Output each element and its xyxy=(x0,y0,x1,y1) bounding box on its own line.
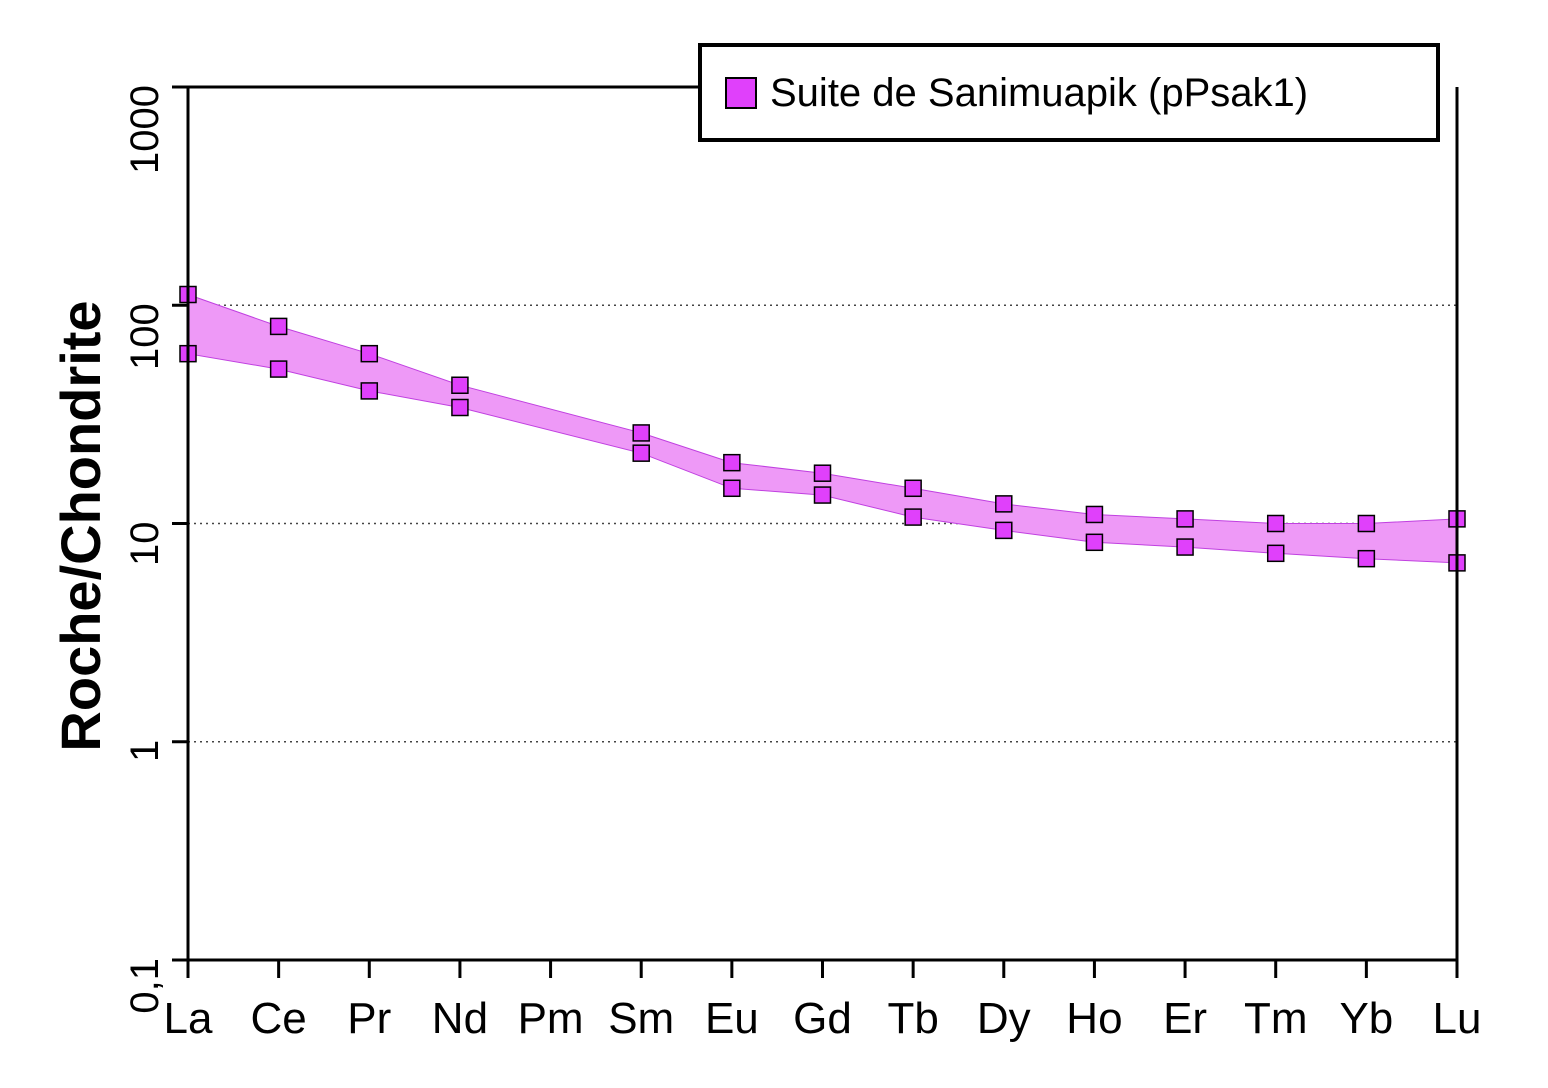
x-tick-label: Eu xyxy=(705,994,759,1043)
data-point xyxy=(360,382,379,400)
x-tick-label: Sm xyxy=(608,994,674,1043)
data-point xyxy=(360,344,379,363)
x-tick-label: Ce xyxy=(251,994,307,1043)
y-tick-label: 10 xyxy=(123,522,167,567)
data-point xyxy=(269,317,288,336)
y-tick-label: 0,1 xyxy=(123,958,167,1014)
data-point xyxy=(995,521,1013,540)
y-tick-label: 100 xyxy=(123,303,167,370)
data-point xyxy=(632,444,650,462)
data-point xyxy=(1357,549,1376,568)
x-tick-label: Dy xyxy=(977,994,1031,1043)
data-point xyxy=(1357,514,1376,533)
data-point xyxy=(1085,505,1104,524)
y-tick-label: 1000 xyxy=(123,85,167,174)
data-point xyxy=(813,486,832,504)
data-point xyxy=(995,495,1013,513)
data-point xyxy=(1176,538,1194,556)
legend-box xyxy=(698,43,1440,142)
data-point xyxy=(269,360,288,378)
x-tick-label: Pm xyxy=(518,994,584,1043)
legend-label: Suite de Sanimuapik (pPsak1) xyxy=(770,71,1308,115)
data-point xyxy=(451,376,469,394)
y-axis-label: Roche/Chondrite xyxy=(49,300,112,751)
data-point xyxy=(1085,533,1104,552)
x-tick-label: Tm xyxy=(1244,994,1308,1043)
x-tick-label: Nd xyxy=(432,994,488,1043)
x-tick-label: Er xyxy=(1163,994,1207,1043)
data-point xyxy=(723,453,741,472)
x-tick-label: Ho xyxy=(1066,994,1122,1043)
x-tick-label: Gd xyxy=(793,994,852,1043)
x-tick-label: Lu xyxy=(1433,994,1482,1043)
series-band xyxy=(187,293,1458,564)
x-tick-label: Pr xyxy=(347,994,391,1043)
x-tick-label: Yb xyxy=(1339,994,1393,1043)
data-markers xyxy=(179,285,1466,572)
data-point xyxy=(904,508,922,526)
data-point xyxy=(1266,544,1285,563)
x-ticks: La Ce Pr Nd Pm Sm Eu Gd Tb Dy Ho Er Tm Yb Lu xyxy=(164,960,1482,1043)
data-point xyxy=(813,464,832,482)
y-tick-label: 1 xyxy=(123,740,167,762)
data-point xyxy=(723,479,741,498)
y-ticks: 0,1 1 10 100 1000 xyxy=(123,85,188,1014)
data-point xyxy=(1176,510,1194,528)
x-tick-label: Tb xyxy=(887,994,938,1043)
legend-swatch xyxy=(725,77,757,109)
legend: Suite de Sanimuapik (pPsak1) xyxy=(698,43,1440,142)
data-point xyxy=(1266,514,1285,533)
x-tick-label: La xyxy=(164,994,213,1043)
data-point xyxy=(904,479,922,498)
data-point xyxy=(632,424,650,442)
data-point xyxy=(451,398,469,417)
